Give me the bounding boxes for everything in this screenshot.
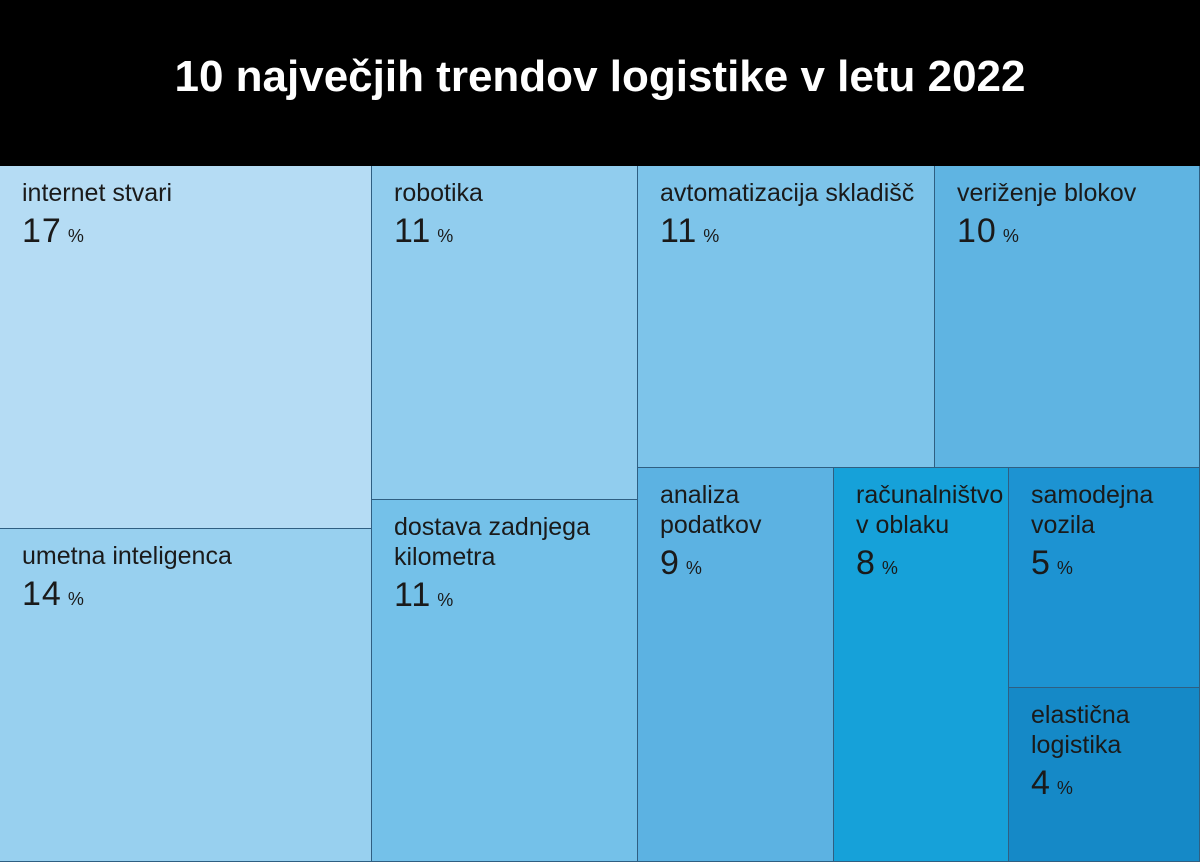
tile-value: 8%: [856, 544, 1008, 583]
tile-label: veriženje blokov: [957, 179, 1137, 207]
value-number: 5: [1031, 544, 1051, 582]
tile-value: 10%: [957, 212, 1199, 251]
chart-title: 10 največjih trendov logistike v letu 20…: [174, 52, 1026, 101]
tile-value: 11%: [394, 212, 637, 251]
tile-label: avtomatizacija skladišč: [660, 179, 915, 207]
value-unit: %: [437, 590, 454, 610]
tile-label: umetna inteligenca: [22, 542, 232, 570]
value-number: 4: [1031, 764, 1051, 802]
tile-dostava-zadnjega-kilometra: dostava zadnjega kilometra 11%: [372, 500, 638, 862]
value-unit: %: [67, 226, 84, 246]
tile-value: 17%: [22, 212, 371, 251]
tile-value: 9%: [660, 544, 833, 583]
tile-umetna-inteligenca: umetna inteligenca 14%: [0, 529, 372, 862]
tile-analiza-podatkov: analiza podatkov 9%: [638, 468, 834, 862]
treemap: internet stvari 17% umetna inteligenca 14% r…: [0, 166, 1200, 862]
value-number: 11: [660, 212, 698, 250]
value-unit: %: [1056, 558, 1073, 578]
value-number: 8: [856, 544, 876, 582]
tile-label: računalništvo v oblaku: [856, 481, 1004, 539]
tile-racunalnistvo-v-oblaku: računalništvo v oblaku 8%: [834, 468, 1009, 862]
value-unit: %: [437, 226, 454, 246]
tile-robotika: robotika 11%: [372, 166, 638, 500]
value-unit: %: [1056, 778, 1073, 798]
value-number: 11: [394, 576, 432, 614]
tile-value: 4%: [1031, 764, 1199, 803]
value-unit: %: [703, 226, 720, 246]
tile-value: 11%: [660, 212, 934, 251]
tile-value: 11%: [394, 576, 637, 615]
tile-verizenje-blokov: veriženje blokov 10%: [935, 166, 1200, 468]
tile-internet-stvari: internet stvari 17%: [0, 166, 372, 529]
value-unit: %: [685, 558, 702, 578]
value-number: 14: [22, 575, 62, 613]
tile-avtomatizacija-skladisc: avtomatizacija skladišč 11%: [638, 166, 935, 468]
tile-label: analiza podatkov: [660, 481, 762, 539]
chart-header: 10 največjih trendov logistike v letu 20…: [0, 0, 1200, 166]
value-unit: %: [881, 558, 898, 578]
tile-label: elastična logistika: [1031, 701, 1130, 759]
tile-value: 14%: [22, 575, 371, 614]
value-number: 10: [957, 212, 997, 250]
tile-elasticna-logistika: elastična logistika 4%: [1009, 688, 1200, 862]
value-unit: %: [67, 589, 84, 609]
tile-label: robotika: [394, 179, 483, 207]
value-number: 9: [660, 544, 680, 582]
value-number: 11: [394, 212, 432, 250]
value-number: 17: [22, 212, 62, 250]
tile-label: internet stvari: [22, 179, 173, 207]
tile-label: dostava zadnjega kilometra: [394, 513, 590, 571]
tile-value: 5%: [1031, 544, 1199, 583]
tile-label: samodejna vozila: [1031, 481, 1154, 539]
tile-samodejna-vozila: samodejna vozila 5%: [1009, 468, 1200, 688]
value-unit: %: [1002, 226, 1019, 246]
